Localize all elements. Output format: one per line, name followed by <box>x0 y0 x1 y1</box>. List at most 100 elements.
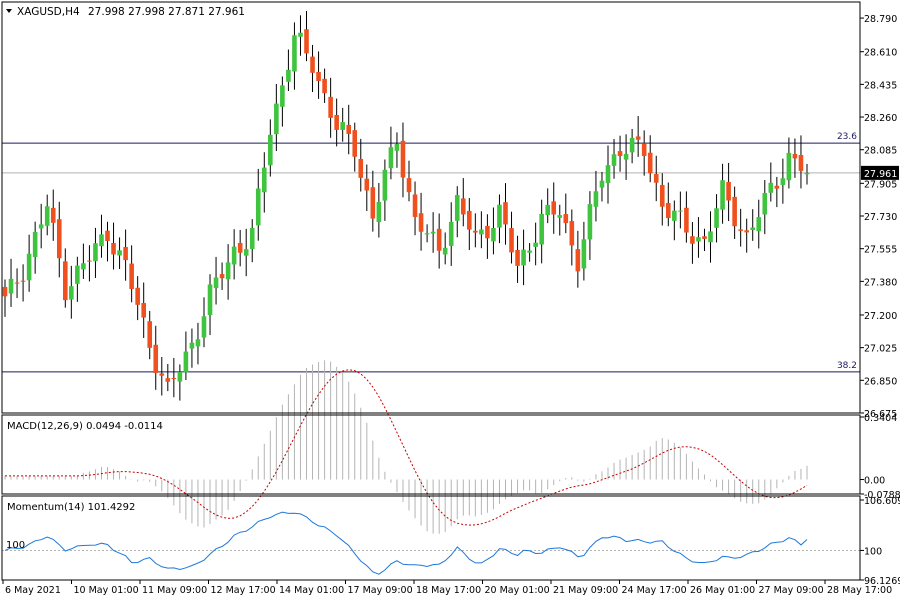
time-tick-label: 24 May 17:00 <box>622 585 687 596</box>
candle-body <box>635 136 641 140</box>
candle-body <box>406 178 412 193</box>
candle-body <box>261 167 267 193</box>
candle-body <box>340 122 345 130</box>
macd-tick-label: 0.3404 <box>864 413 897 424</box>
candle-body <box>14 282 20 284</box>
candle-body <box>50 207 56 223</box>
candle-body <box>448 221 454 246</box>
momentum-line <box>4 511 808 575</box>
candle-body <box>147 321 153 348</box>
candle-body <box>370 187 376 219</box>
candle-body <box>219 274 225 279</box>
candle-body <box>352 130 358 157</box>
candle-body <box>20 280 26 282</box>
price-tick-label: 26.675 <box>864 409 897 420</box>
candle-body <box>515 249 520 266</box>
candle-body <box>653 174 659 183</box>
candle-body <box>376 201 382 223</box>
candle-body <box>756 217 762 232</box>
candle-body <box>213 277 219 288</box>
macd-signal-line <box>5 369 808 526</box>
candle-body <box>328 96 333 118</box>
candle-body <box>418 213 424 232</box>
price-tick-label: 27.905 <box>864 179 897 190</box>
candle-body <box>364 178 370 191</box>
price-tick-label: 27.380 <box>864 277 897 288</box>
main-panel-frame <box>1 1 861 414</box>
current-price-box <box>861 165 899 180</box>
candle-body <box>63 261 68 301</box>
candle-body <box>159 373 165 376</box>
candle-body <box>762 193 768 215</box>
candle-body <box>310 56 315 73</box>
candle-body <box>75 265 80 284</box>
candle-body <box>87 260 92 262</box>
candle-body <box>412 194 418 217</box>
candle-body <box>684 207 689 233</box>
candle-body <box>503 202 508 225</box>
candle-body <box>394 144 400 151</box>
candle-body <box>460 198 466 215</box>
macd-panel <box>4 360 808 534</box>
candle-body <box>268 134 273 166</box>
candle-body <box>587 204 593 240</box>
candle-body <box>533 242 538 247</box>
momentum-tick-label: 96.1269 <box>864 576 900 587</box>
candle-body <box>237 242 243 253</box>
candle-body <box>430 231 436 234</box>
collapse-triangle-icon[interactable] <box>6 9 12 13</box>
candle-body <box>629 137 635 153</box>
candle-body <box>641 143 647 156</box>
candle-body <box>69 286 74 300</box>
candle-body <box>26 253 32 281</box>
candle-body <box>322 78 327 94</box>
candle-body <box>129 263 134 290</box>
candle-body <box>690 236 695 244</box>
candle-body <box>249 227 255 249</box>
candle-body <box>623 153 629 160</box>
candle-body <box>696 237 701 242</box>
time-tick-label: 12 May 17:00 <box>211 585 276 596</box>
candle-body <box>346 124 352 134</box>
candle-body <box>274 103 279 135</box>
time-tick-label: 17 May 09:00 <box>348 585 413 596</box>
candle-body <box>123 246 128 261</box>
time-tick-label: 14 May 01:00 <box>279 585 344 596</box>
momentum-panel <box>2 511 860 575</box>
candle-body <box>792 153 798 159</box>
time-tick-label: 28 May 17:00 <box>827 585 892 596</box>
candle-body <box>183 351 189 373</box>
candle-body <box>491 228 496 242</box>
candle-body <box>780 178 786 185</box>
candle-body <box>527 250 532 253</box>
price-tick-label: 27.025 <box>864 344 897 355</box>
candle-body <box>732 196 737 227</box>
candle-body <box>38 224 44 229</box>
candle-body <box>304 29 309 54</box>
price-tick-label: 28.790 <box>864 14 897 25</box>
candle-body <box>473 230 478 233</box>
candle-body <box>2 286 8 297</box>
candle-body <box>153 344 159 374</box>
candle-body <box>358 158 364 178</box>
candle-body <box>286 69 291 82</box>
candle-body <box>255 188 261 226</box>
price-tick-label: 28.610 <box>864 48 897 59</box>
candle-body <box>177 371 183 382</box>
candle-body <box>581 239 587 269</box>
candle-body <box>768 182 774 193</box>
candle-body <box>165 378 171 382</box>
momentum-tick-label: 100 <box>864 546 882 557</box>
candle-body <box>400 140 406 178</box>
candle-body <box>189 342 195 349</box>
price-tick-label: 27.555 <box>864 245 897 256</box>
price-tick-label: 26.850 <box>864 376 897 387</box>
candle-body <box>672 210 677 221</box>
candle-body <box>738 229 743 231</box>
price-tick-label: 28.435 <box>864 80 897 91</box>
candle-body <box>605 165 611 184</box>
candle-body <box>171 377 177 380</box>
candle-body <box>93 243 98 262</box>
time-tick-label: 21 May 09:00 <box>553 585 618 596</box>
